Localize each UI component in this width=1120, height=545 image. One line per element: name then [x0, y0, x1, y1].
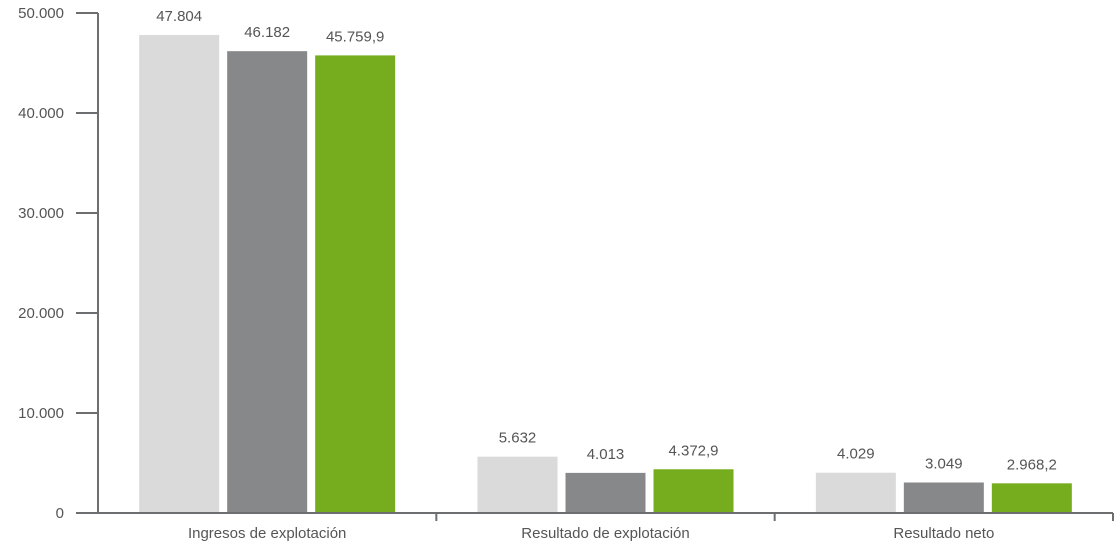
bar: [227, 51, 308, 513]
data-label: 4.013: [587, 446, 625, 463]
data-label: 4.372,9: [668, 442, 718, 459]
bar: [139, 34, 220, 513]
bar: [315, 55, 396, 512]
data-labels: 47.804 46.182 45.759,9 5.632 4.013 4.372,9 4.0…: [156, 8, 1057, 473]
data-label: 46.182: [244, 24, 290, 41]
data-label: 3.049: [925, 456, 963, 473]
y-tick-label: 40.000: [18, 105, 64, 122]
x-axis: Ingresos de explotación Resultado de expl…: [98, 512, 1114, 542]
data-label: 4.029: [837, 446, 875, 463]
bar: [991, 483, 1072, 512]
y-tick-label: 30.000: [18, 205, 64, 222]
category-label: Ingresos de explotación: [188, 525, 346, 542]
bar: [815, 472, 896, 512]
bar: [903, 482, 984, 512]
data-label: 5.632: [499, 430, 537, 447]
data-label: 45.759,9: [326, 28, 384, 45]
y-tick-label: 10.000: [18, 405, 64, 422]
y-tick-label: 0: [56, 505, 64, 522]
category-label: Resultado de explotación: [521, 525, 689, 542]
data-label: 47.804: [156, 8, 202, 25]
bar: [565, 472, 646, 512]
y-tick-label: 20.000: [18, 305, 64, 322]
data-label: 2.968,2: [1007, 456, 1057, 473]
bar: [477, 456, 558, 512]
bars: [139, 34, 1072, 513]
y-tick-label: 50.000: [18, 5, 64, 22]
y-axis: 0 10.000 20.000 30.000 40.000 50.000: [18, 5, 99, 522]
bar: [653, 469, 734, 512]
category-label: Resultado neto: [893, 525, 994, 542]
